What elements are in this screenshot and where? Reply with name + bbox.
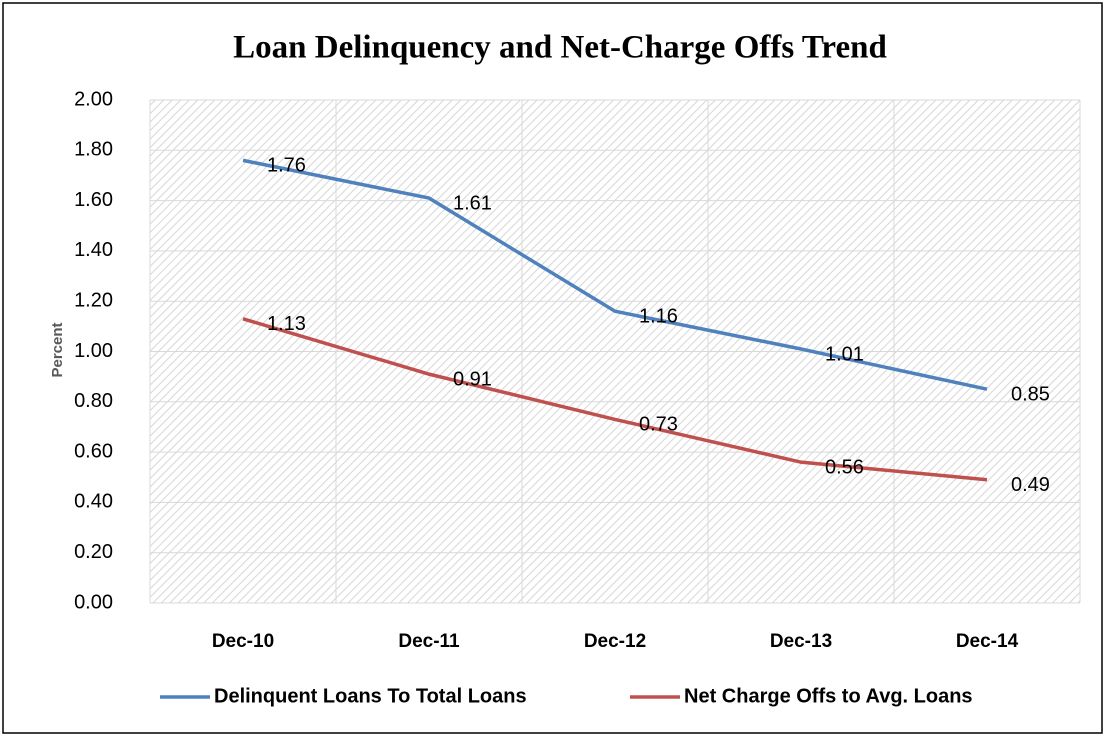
y-tick-label: 1.40 [74, 239, 113, 261]
y-tick-label: 1.00 [74, 340, 113, 362]
y-tick-label: 1.60 [74, 189, 113, 211]
chart-title: Loan Delinquency and Net-Charge Offs Tre… [233, 30, 887, 66]
data-label: 1.01 [825, 343, 864, 365]
series-line [242, 317, 988, 482]
data-label: 0.49 [1011, 474, 1050, 496]
y-tick-label: 1.20 [74, 289, 113, 311]
x-tick-label: Dec-12 [584, 631, 646, 652]
y-tick-label: 0.40 [74, 491, 113, 513]
data-label: 1.61 [453, 192, 492, 214]
series-line [242, 158, 988, 391]
legend-label: Delinquent Loans To Total Loans [214, 685, 527, 707]
legend-label: Net Charge Offs to Avg. Loans [684, 685, 973, 707]
data-label: 0.56 [825, 456, 864, 478]
data-label: 0.73 [639, 414, 678, 436]
x-tick-label: Dec-13 [770, 631, 832, 652]
data-label: 1.13 [267, 313, 306, 335]
data-label: 1.16 [639, 306, 678, 328]
y-tick-label: 1.80 [74, 139, 113, 161]
x-tick-label: Dec-11 [398, 631, 460, 652]
x-tick-label: Dec-10 [212, 631, 274, 652]
data-label: 0.85 [1011, 384, 1050, 406]
y-tick-label: 0.00 [74, 591, 113, 613]
y-tick-label: 0.20 [74, 541, 113, 563]
y-tick-label: 0.80 [74, 390, 113, 412]
x-tick-label: Dec-14 [956, 631, 1019, 652]
y-tick-label: 2.00 [74, 88, 113, 110]
y-tick-label: 0.60 [74, 440, 113, 462]
data-label: 1.76 [267, 155, 306, 177]
data-label: 0.91 [453, 368, 492, 390]
y-axis-label: Percent [49, 322, 66, 377]
